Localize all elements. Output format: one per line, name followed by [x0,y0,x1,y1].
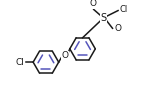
Text: O: O [61,51,68,60]
Text: O: O [114,24,121,33]
Text: S: S [101,13,107,23]
Text: Cl: Cl [120,5,128,14]
Text: Cl: Cl [16,58,25,67]
Text: O: O [89,0,96,8]
